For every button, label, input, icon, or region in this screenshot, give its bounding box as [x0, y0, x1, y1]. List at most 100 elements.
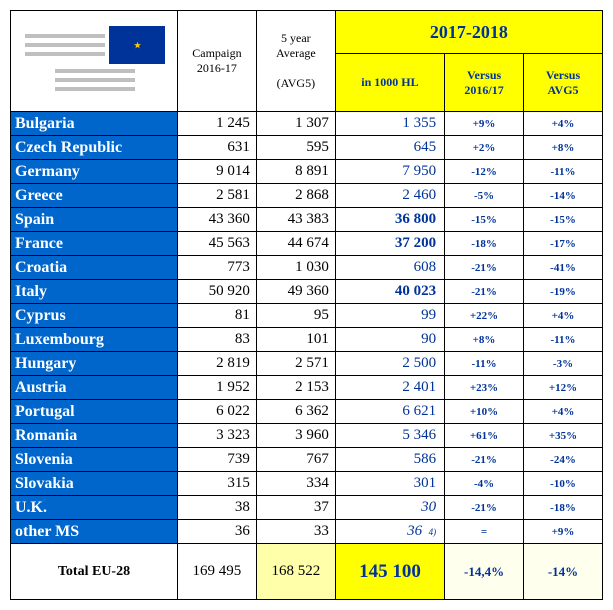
header-avg5: 5 year Average (AVG5)	[256, 11, 335, 112]
header-year: 2017-2018	[335, 11, 602, 54]
vs-avg5-value: -11%	[524, 160, 603, 184]
total-hl: 145 100	[335, 544, 444, 600]
avg5-value: 334	[256, 472, 335, 496]
campaign-value: 38	[177, 496, 256, 520]
table-row: Spain43 36043 38336 800-15%-15%	[11, 208, 603, 232]
vs-avg5-value: +4%	[524, 400, 603, 424]
avg5-value: 1 030	[256, 256, 335, 280]
country-name: Luxembourg	[11, 328, 178, 352]
table-row: Croatia7731 030608-21%-41%	[11, 256, 603, 280]
campaign-value: 45 563	[177, 232, 256, 256]
eu-logo-cell: ⋆	[11, 11, 178, 112]
hl-value: 99	[335, 304, 444, 328]
campaign-l2: 2016-17	[197, 61, 237, 75]
hl-value: 6 621	[335, 400, 444, 424]
vs-201617-value: -21%	[445, 448, 524, 472]
vs-avg5-value: +4%	[524, 112, 603, 136]
avg-l3: (AVG5)	[277, 76, 315, 90]
campaign-value: 43 360	[177, 208, 256, 232]
total-avg5: 168 522	[256, 544, 335, 600]
vs-avg5-value: -41%	[524, 256, 603, 280]
hl-value: 2 460	[335, 184, 444, 208]
campaign-value: 50 920	[177, 280, 256, 304]
vs-201617-value: -15%	[445, 208, 524, 232]
hl-value: 1 355	[335, 112, 444, 136]
hl-value: 90	[335, 328, 444, 352]
table-row: U.K.383730-21%-18%	[11, 496, 603, 520]
campaign-value: 36	[177, 520, 256, 544]
avg5-value: 2 868	[256, 184, 335, 208]
vs-avg5-value: +4%	[524, 304, 603, 328]
avg5-value: 595	[256, 136, 335, 160]
avg5-value: 95	[256, 304, 335, 328]
campaign-value: 631	[177, 136, 256, 160]
vs-201617-value: +61%	[445, 424, 524, 448]
campaign-l1: Campaign	[192, 46, 241, 60]
table-row: Bulgaria1 2451 3071 355+9%+4%	[11, 112, 603, 136]
vs-201617-value: +22%	[445, 304, 524, 328]
hl-value: 586	[335, 448, 444, 472]
country-name: Cyprus	[11, 304, 178, 328]
vs-avg5-value: +35%	[524, 424, 603, 448]
hl-value: 2 401	[335, 376, 444, 400]
vs-201617-value: -21%	[445, 256, 524, 280]
vs-201617-value: +23%	[445, 376, 524, 400]
country-name: Bulgaria	[11, 112, 178, 136]
header-campaign: Campaign 2016-17	[177, 11, 256, 112]
hl-value: 36 800	[335, 208, 444, 232]
campaign-value: 6 022	[177, 400, 256, 424]
total-row: Total EU-28 169 495 168 522 145 100 -14,…	[11, 544, 603, 600]
campaign-value: 2 581	[177, 184, 256, 208]
table-row: Hungary2 8192 5712 500-11%-3%	[11, 352, 603, 376]
campaign-value: 739	[177, 448, 256, 472]
vs-201617-value: +2%	[445, 136, 524, 160]
campaign-value: 773	[177, 256, 256, 280]
country-name: Slovakia	[11, 472, 178, 496]
vs-201617-value: +10%	[445, 400, 524, 424]
country-name: Hungary	[11, 352, 178, 376]
country-name: Italy	[11, 280, 178, 304]
vs-201617-value: -5%	[445, 184, 524, 208]
campaign-value: 2 819	[177, 352, 256, 376]
table-row: Germany9 0148 8917 950-12%-11%	[11, 160, 603, 184]
country-name: Austria	[11, 376, 178, 400]
avg5-value: 43 383	[256, 208, 335, 232]
table-row: Slovakia315334301-4%-10%	[11, 472, 603, 496]
hl-value: 40 023	[335, 280, 444, 304]
table-row: Portugal6 0226 3626 621+10%+4%	[11, 400, 603, 424]
vs-201617-value: -11%	[445, 352, 524, 376]
hl-value: 2 500	[335, 352, 444, 376]
avg-l2: Average	[276, 46, 316, 60]
hl-value: 608	[335, 256, 444, 280]
avg5-value: 37	[256, 496, 335, 520]
campaign-value: 9 014	[177, 160, 256, 184]
country-name: Germany	[11, 160, 178, 184]
campaign-value: 1 245	[177, 112, 256, 136]
table-row: Cyprus819599+22%+4%	[11, 304, 603, 328]
vs-201617-value: +8%	[445, 328, 524, 352]
header-vs-avg5: Versus AVG5	[524, 54, 603, 112]
table-row: Czech Republic631595645+2%+8%	[11, 136, 603, 160]
total-vs-201617: -14,4%	[445, 544, 524, 600]
avg5-value: 6 362	[256, 400, 335, 424]
vs-avg5-value: -14%	[524, 184, 603, 208]
country-name: France	[11, 232, 178, 256]
country-name: U.K.	[11, 496, 178, 520]
avg5-value: 767	[256, 448, 335, 472]
hl-value: 36	[335, 520, 444, 544]
vs-201617-value: -21%	[445, 496, 524, 520]
vs-201617-value: -4%	[445, 472, 524, 496]
total-label: Total EU-28	[11, 544, 178, 600]
avg5-value: 3 960	[256, 424, 335, 448]
eu-commission-logo: ⋆	[11, 26, 177, 96]
avg5-value: 44 674	[256, 232, 335, 256]
country-name: other MS	[11, 520, 178, 544]
hl-value: 30	[335, 496, 444, 520]
vs-avg5-value: +12%	[524, 376, 603, 400]
table-row: Greece2 5812 8682 460-5%-14%	[11, 184, 603, 208]
country-name: Slovenia	[11, 448, 178, 472]
table-row: Italy50 92049 36040 023-21%-19%	[11, 280, 603, 304]
table-row: other MS363336=+9%	[11, 520, 603, 544]
avg5-value: 2 153	[256, 376, 335, 400]
campaign-value: 83	[177, 328, 256, 352]
